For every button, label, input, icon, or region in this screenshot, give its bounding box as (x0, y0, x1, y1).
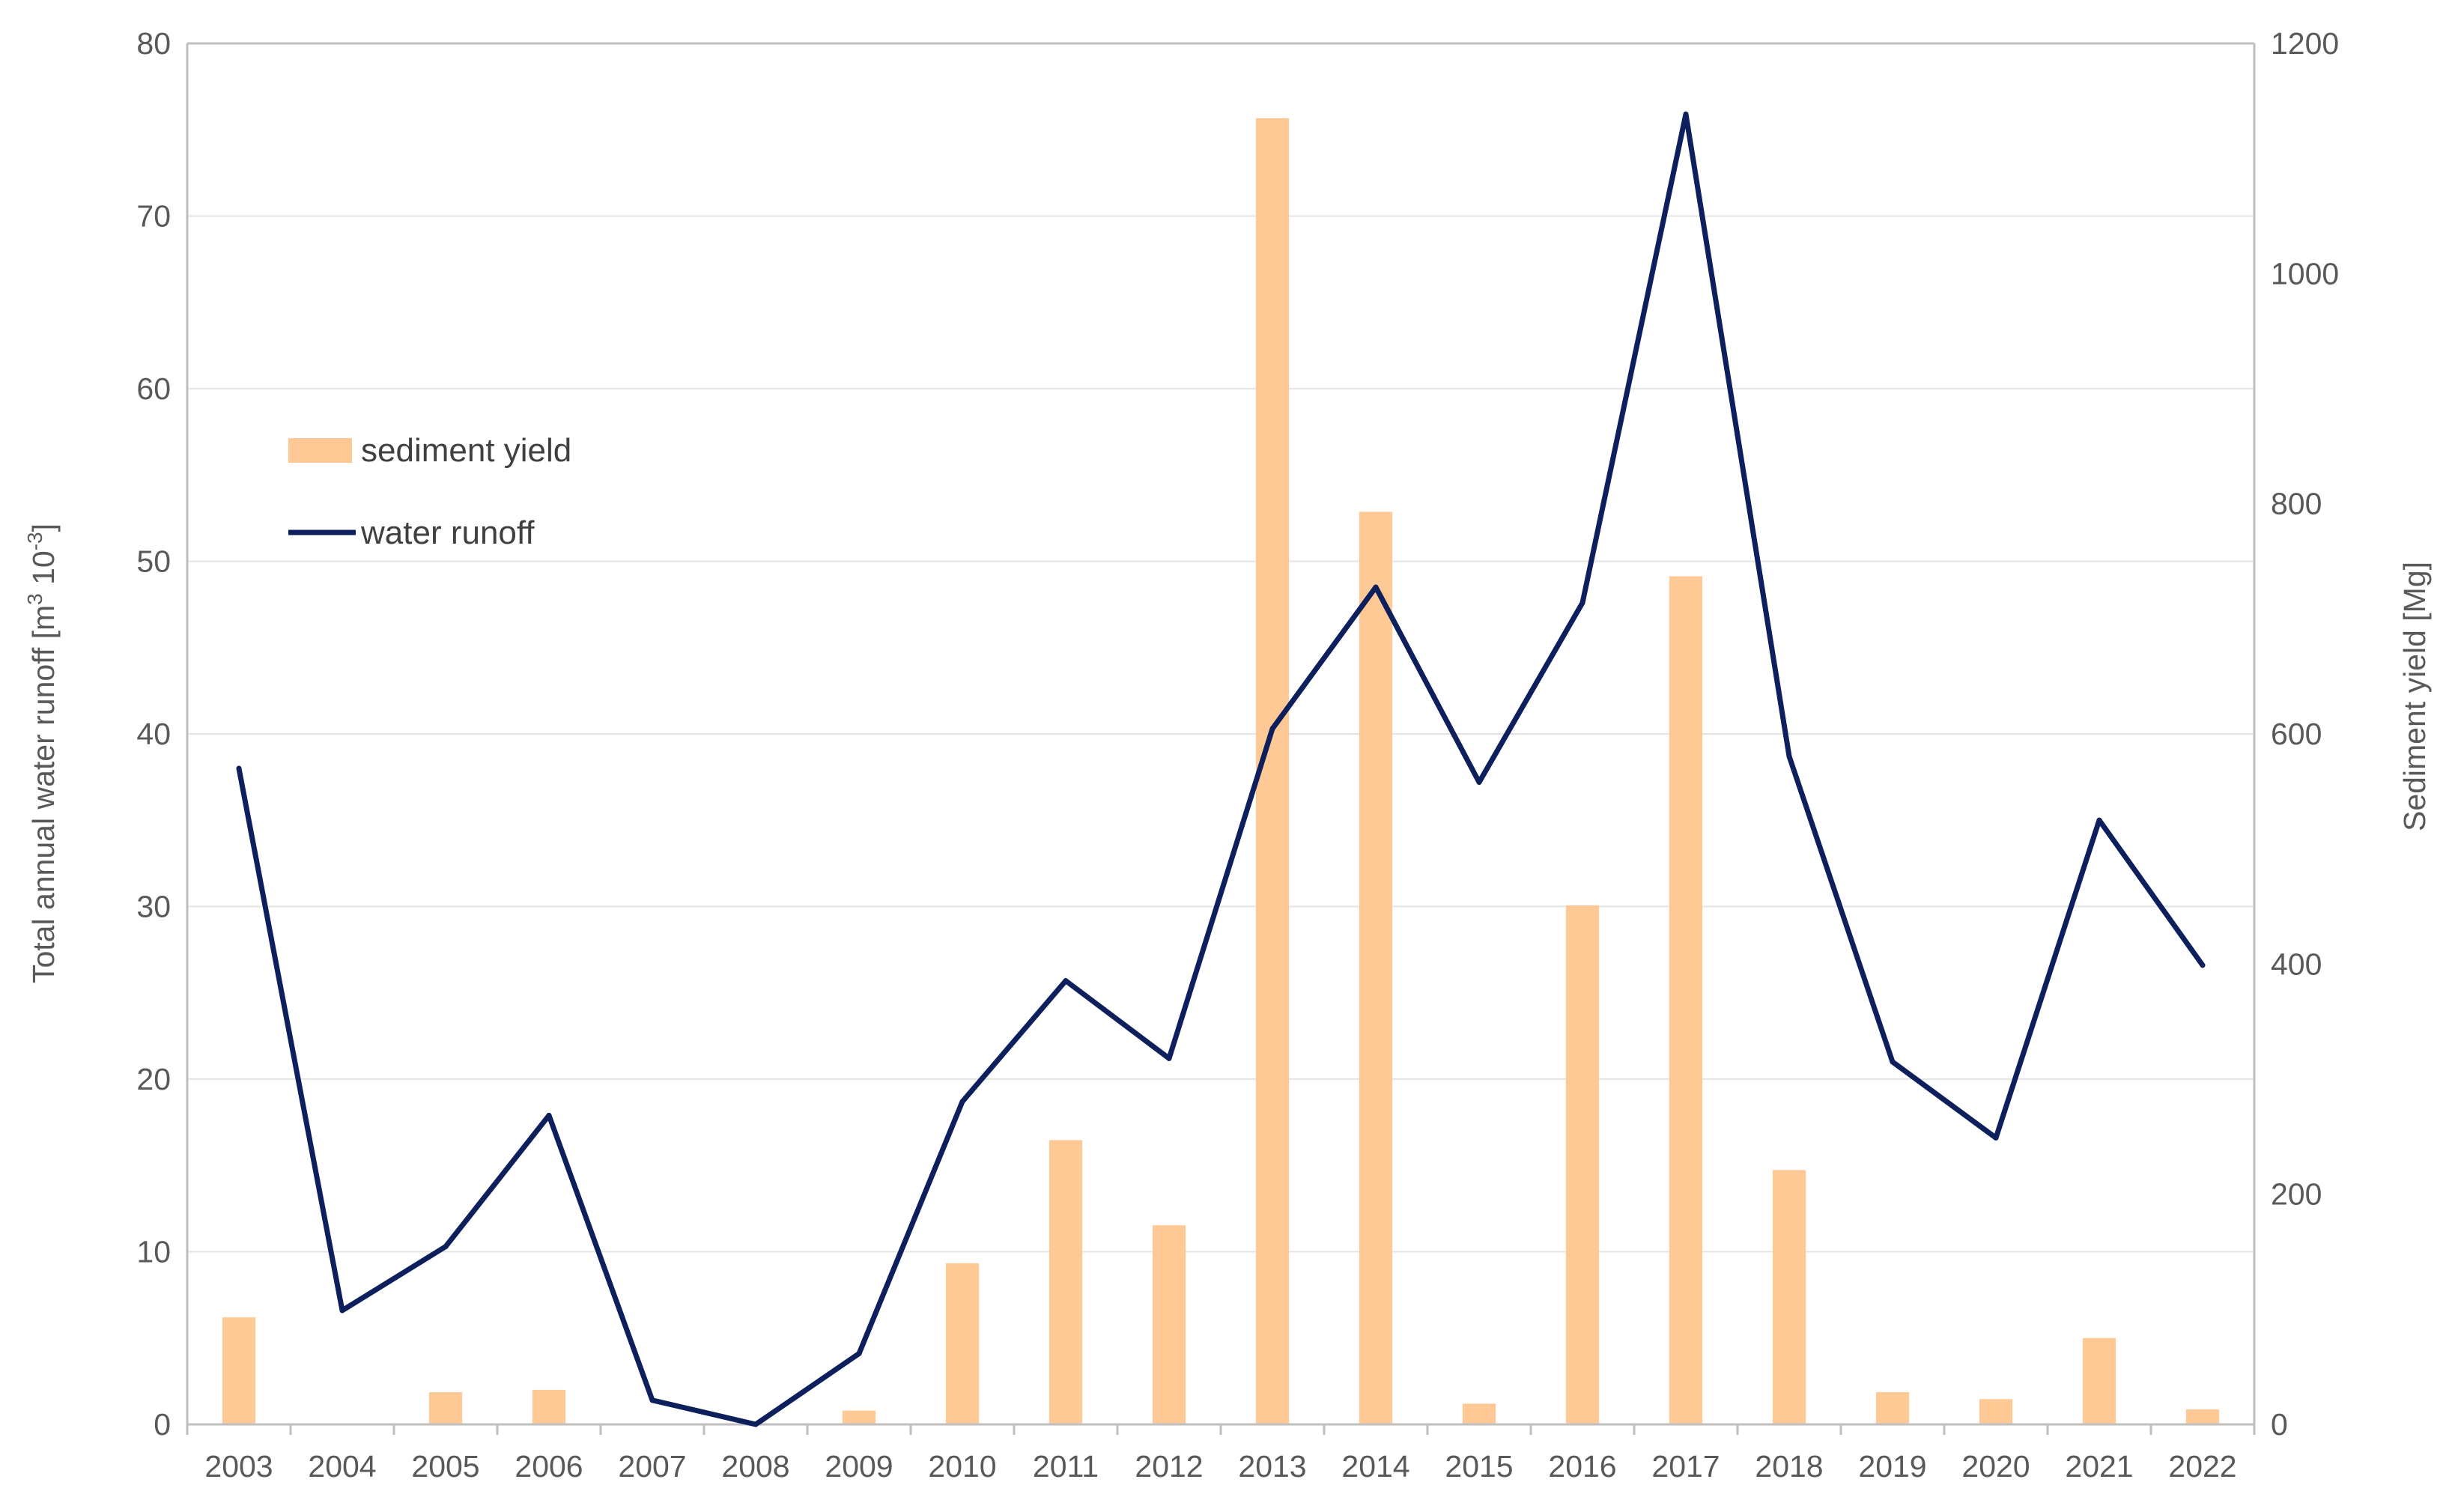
y-left-tick-20: 20 (136, 1062, 171, 1096)
point-water-runoff-2005 (443, 1244, 449, 1250)
point-water-runoff-2017 (1683, 112, 1689, 118)
x-tick-2010: 2010 (928, 1449, 996, 1484)
x-tick-2005: 2005 (411, 1449, 479, 1484)
y-left-tick-30: 30 (136, 890, 171, 924)
point-water-runoff-2003 (236, 765, 242, 771)
x-tick-2008: 2008 (721, 1449, 789, 1484)
bar-sediment-2010 (945, 1263, 980, 1424)
x-tick-2004: 2004 (308, 1449, 376, 1484)
y-left-tick-0: 0 (154, 1407, 171, 1442)
point-water-runoff-2015 (1476, 780, 1482, 786)
x-tick-2017: 2017 (1651, 1449, 1720, 1484)
point-water-runoff-2020 (1993, 1135, 1999, 1141)
point-water-runoff-2019 (1890, 1059, 1896, 1065)
point-water-runoff-2006 (546, 1112, 552, 1118)
bar-sediment-2019 (1875, 1391, 1910, 1424)
axes (186, 42, 2256, 1435)
x-tick-2019: 2019 (1858, 1449, 1926, 1484)
x-tick-2014: 2014 (1341, 1449, 1409, 1484)
bar-sediment-2006 (532, 1389, 566, 1424)
point-water-runoff-2018 (1786, 753, 1792, 759)
point-water-runoff-2009 (856, 1350, 862, 1356)
y-right-axis-title: Sediment yield [Mg] (2397, 562, 2432, 831)
point-water-runoff-2008 (753, 1421, 759, 1427)
y-right-tick-0: 0 (2271, 1407, 2288, 1442)
x-tick-2013: 2013 (1238, 1449, 1306, 1484)
water-runoff-line-group (236, 112, 2206, 1427)
y-right-tick-1000: 1000 (2271, 256, 2339, 291)
bar-sediment-2011 (1049, 1140, 1083, 1424)
bar-sediment-2012 (1152, 1225, 1186, 1424)
y-left-tick-80: 80 (136, 26, 171, 61)
x-tick-2016: 2016 (1548, 1449, 1616, 1484)
point-water-runoff-2013 (1269, 726, 1275, 732)
bar-sediment-2022 (2185, 1409, 2220, 1424)
point-water-runoff-2021 (2096, 817, 2102, 823)
point-water-runoff-2016 (1579, 600, 1585, 606)
y-left-tick-10: 10 (136, 1235, 171, 1269)
bar-sediment-2009 (842, 1410, 876, 1424)
y-right-tick-800: 800 (2271, 487, 2322, 521)
x-tick-2021: 2021 (2065, 1449, 2133, 1484)
bar-sediment-2005 (428, 1391, 463, 1424)
grid-lines (187, 43, 2254, 1253)
y-left-tick-40: 40 (136, 717, 171, 751)
x-tick-2012: 2012 (1135, 1449, 1203, 1484)
sediment-yield-bars (222, 118, 2220, 1425)
x-tick-2022: 2022 (2168, 1449, 2236, 1484)
bar-sediment-2014 (1359, 511, 1393, 1424)
y-right-tick-600: 600 (2271, 717, 2322, 751)
bar-sediment-2017 (1669, 576, 1703, 1424)
y-left-axis-title: Total annual water runoff [m3 10-3] (23, 523, 61, 983)
point-water-runoff-2012 (1166, 1055, 1172, 1061)
legend: sediment yield water runoff (288, 432, 571, 551)
y-left-tick-70: 70 (136, 199, 171, 234)
x-tick-2009: 2009 (825, 1449, 893, 1484)
legend-swatch-sediment-yield (288, 438, 352, 463)
water-runoff-line (236, 112, 2206, 1427)
point-water-runoff-2022 (2200, 962, 2206, 968)
x-tick-2003: 2003 (204, 1449, 273, 1484)
y-right-tick-200: 200 (2271, 1177, 2322, 1212)
x-tick-2018: 2018 (1755, 1449, 1823, 1484)
bar-sediment-2016 (1565, 905, 1600, 1424)
point-water-runoff-2007 (649, 1397, 655, 1403)
bar-sediment-2020 (1979, 1399, 2013, 1424)
legend-label-sediment-yield: sediment yield (361, 432, 571, 469)
point-water-runoff-2010 (959, 1099, 965, 1105)
point-water-runoff-2011 (1063, 978, 1069, 984)
bar-sediment-2021 (2082, 1338, 2116, 1424)
y-right-tick-1200: 1200 (2271, 26, 2339, 61)
bar-sediment-2015 (1462, 1403, 1496, 1424)
y-left-tick-60: 60 (136, 371, 171, 406)
legend-label-water-runoff: water runoff (360, 514, 535, 551)
y-right-tick-400: 400 (2271, 947, 2322, 981)
tick-labels: 0102030405060708002004006008001000120020… (136, 26, 2339, 1484)
x-tick-2015: 2015 (1445, 1449, 1513, 1484)
point-water-runoff-2014 (1373, 584, 1379, 590)
y-left-tick-50: 50 (136, 544, 171, 579)
x-tick-2007: 2007 (618, 1449, 686, 1484)
bar-sediment-2018 (1772, 1170, 1806, 1424)
x-tick-2006: 2006 (515, 1449, 583, 1484)
bar-sediment-2003 (222, 1317, 256, 1424)
x-tick-2011: 2011 (1033, 1449, 1099, 1484)
x-tick-2020: 2020 (1961, 1449, 2030, 1484)
point-water-runoff-2004 (339, 1308, 345, 1314)
